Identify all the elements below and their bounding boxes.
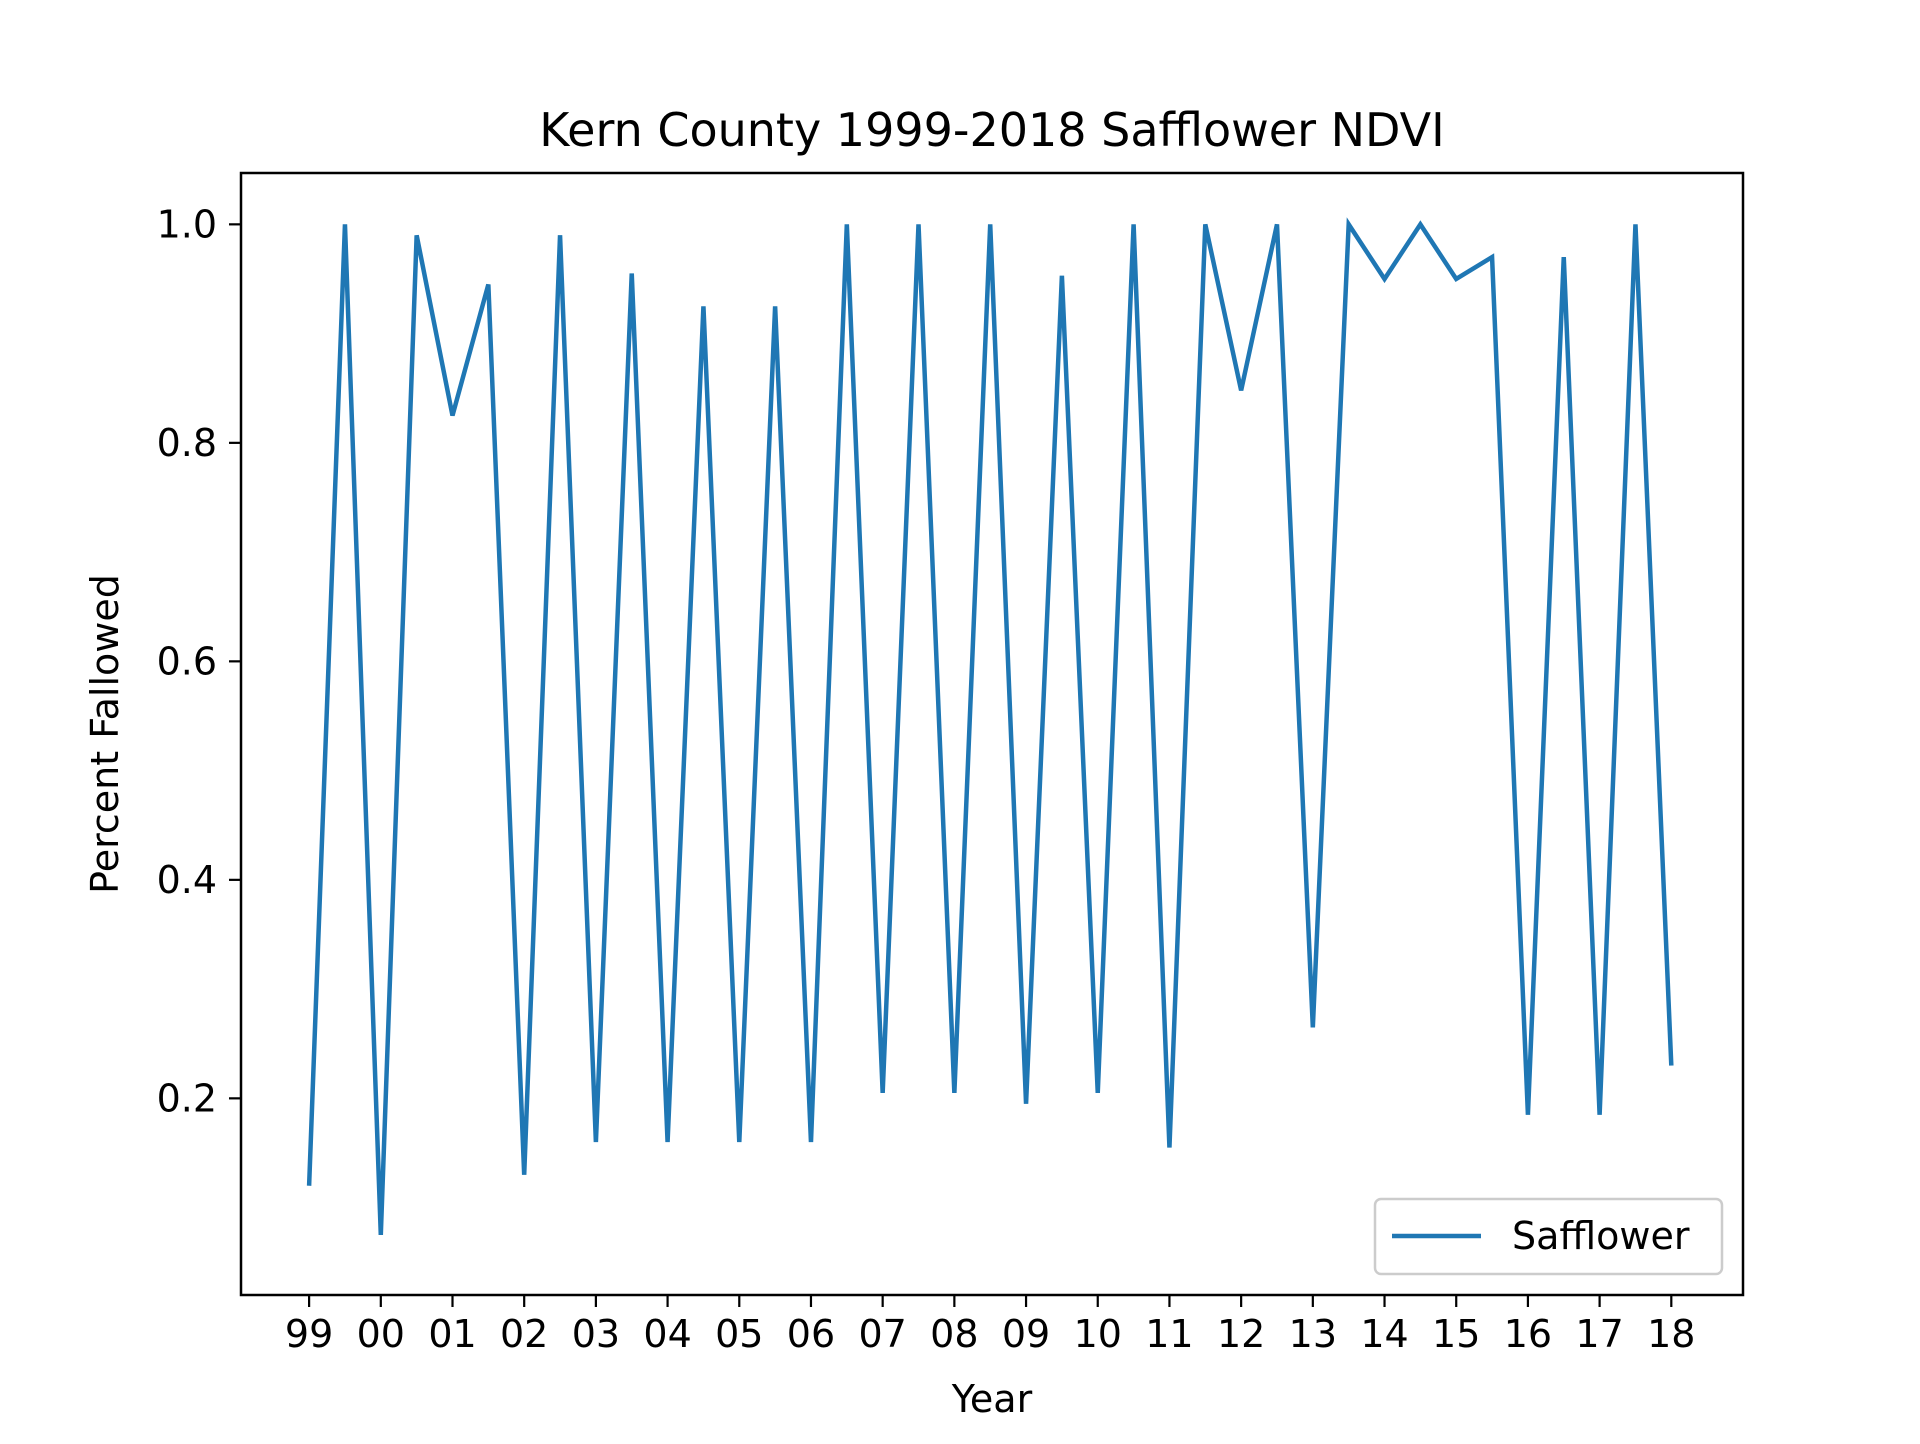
chart-title: Kern County 1999-2018 Safflower NDVI	[539, 103, 1444, 157]
x-tick-label: 11	[1145, 1312, 1193, 1356]
x-tick-label: 00	[357, 1312, 405, 1356]
x-tick-label: 02	[500, 1312, 548, 1356]
x-tick-label: 01	[428, 1312, 476, 1356]
y-tick-label: 0.4	[157, 858, 217, 902]
x-tick-label: 07	[858, 1312, 906, 1356]
legend-label-safflower: Safflower	[1512, 1214, 1690, 1258]
x-axis-label: Year	[951, 1377, 1033, 1421]
legend: Safflower	[1375, 1199, 1722, 1274]
x-tick-label: 18	[1647, 1312, 1695, 1356]
x-tick-label: 10	[1074, 1312, 1122, 1356]
x-tick-label: 16	[1504, 1312, 1552, 1356]
x-tick-label: 13	[1289, 1312, 1337, 1356]
x-tick-label: 99	[285, 1312, 333, 1356]
x-tick-label: 09	[1002, 1312, 1050, 1356]
x-tick-label: 03	[572, 1312, 620, 1356]
x-tick-label: 15	[1432, 1312, 1480, 1356]
x-tick-label: 14	[1360, 1312, 1408, 1356]
x-tick-label: 08	[930, 1312, 978, 1356]
y-tick-label: 0.8	[157, 421, 217, 465]
y-tick-label: 1.0	[157, 202, 217, 246]
y-axis-label: Percent Fallowed	[83, 574, 127, 894]
y-tick-label: 0.2	[157, 1076, 217, 1120]
x-tick-label: 04	[643, 1312, 691, 1356]
x-tick-label: 05	[715, 1312, 763, 1356]
x-tick-label: 06	[787, 1312, 835, 1356]
x-tick-label: 17	[1575, 1312, 1623, 1356]
y-tick-label: 0.6	[157, 639, 217, 683]
x-tick-label: 12	[1217, 1312, 1265, 1356]
